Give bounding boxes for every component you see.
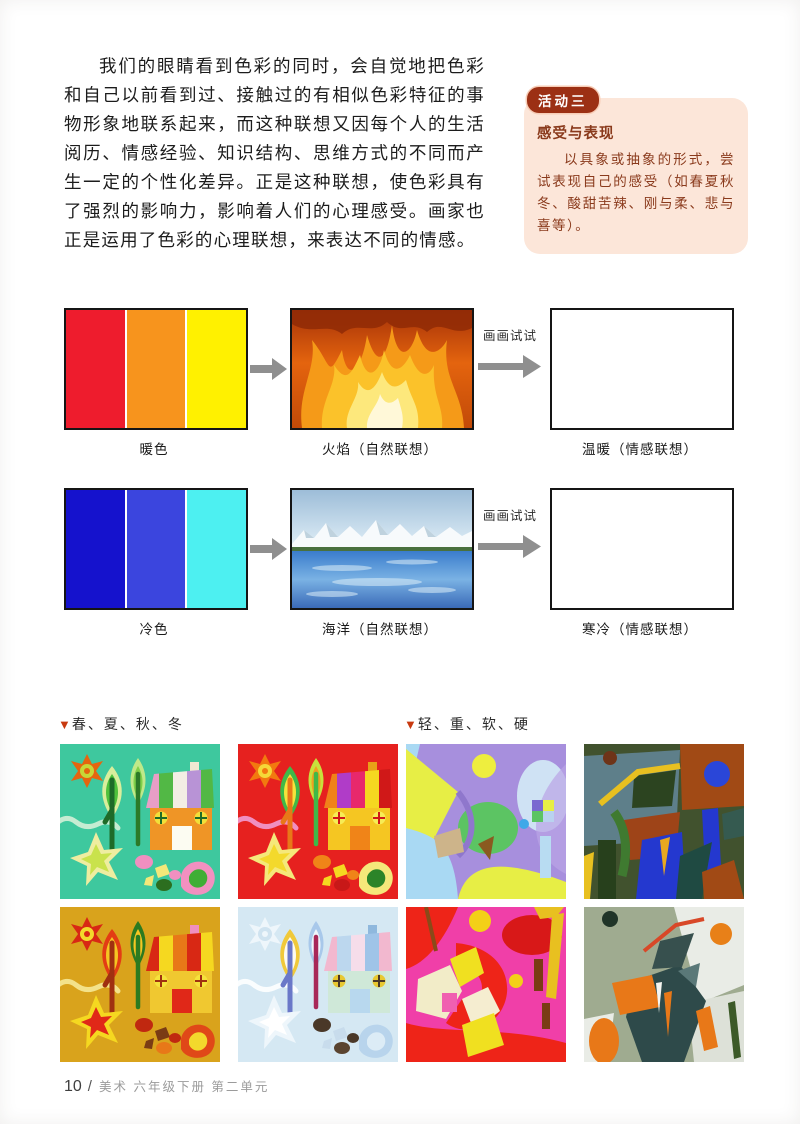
cool-swatch-deepblue: [66, 490, 125, 608]
warm-swatch-orange: [126, 310, 186, 428]
try-draw-prompt-cool: 画画试试: [477, 505, 543, 565]
try-draw-label: 画画试试: [482, 509, 537, 523]
warm-color-swatch: [64, 308, 248, 430]
drawing-area-warm: [550, 308, 734, 430]
triangle-marker-icon: ▼: [58, 717, 71, 732]
arrow-right-icon: [478, 355, 541, 378]
warm-swatch-caption: 暖色: [139, 442, 169, 457]
activity-title: 感受与表现: [537, 126, 615, 142]
arrow-right-icon: [250, 358, 287, 380]
cool-swatch-blue: [126, 490, 186, 608]
gallery-label-qualities: ▼轻、重、软、硬: [404, 716, 530, 732]
page-footer: 10 / 美术 六年级下册 第二单元: [64, 1076, 269, 1096]
gallery-label-seasons: ▼春、夏、秋、冬: [58, 716, 184, 732]
activity-badge: 活动三: [527, 87, 599, 113]
intro-paragraph: 我们的眼睛看到色彩的同时，会自觉地把色彩和自己以前看到过、接触过的有相似色彩特征…: [64, 56, 485, 251]
cool-result-caption: 寒冷（情感联想）: [582, 622, 698, 637]
cool-association-row: 画画试试 冷色 海洋（自然联想） 寒冷（情感联想）: [0, 488, 800, 656]
warm-swatch-yellow: [187, 310, 247, 428]
painting-light: [406, 744, 566, 899]
arrow-right-icon: [478, 535, 541, 558]
cool-swatch-caption: 冷色: [139, 622, 169, 637]
painting-heavy: [584, 744, 744, 899]
painting-spring: [60, 744, 220, 899]
drawing-area-cool: [550, 488, 734, 610]
warm-result-caption: 温暖（情感联想）: [582, 442, 698, 457]
activity-body: 以具象或抽象的形式，尝试表现自己的感受（如春夏秋冬、酸甜苦辣、刚与柔、悲与喜等）…: [537, 152, 735, 234]
try-draw-prompt-warm: 画画试试: [477, 325, 543, 385]
painting-summer: [238, 744, 398, 899]
page-number: 10: [64, 1078, 82, 1095]
try-draw-label: 画画试试: [482, 329, 537, 343]
cool-color-swatch: [64, 488, 248, 610]
cool-swatch-cyan: [187, 490, 247, 608]
flame-image: [290, 308, 474, 430]
painting-soft: [406, 907, 566, 1062]
activity-box: 活动三 感受与表现 以具象或抽象的形式，尝试表现自己的感受（如春夏秋冬、酸甜苦辣…: [524, 87, 748, 254]
painting-autumn: [60, 907, 220, 1062]
painting-hard: [584, 907, 744, 1062]
arrow-right-icon: [250, 538, 287, 560]
triangle-marker-icon: ▼: [404, 717, 417, 732]
ocean-image: [290, 488, 474, 610]
warm-swatch-red: [66, 310, 125, 428]
flame-caption: 火焰（自然联想）: [322, 442, 438, 457]
warm-association-row: 画画试试 暖色 火焰（自然联想） 温暖（情感联想）: [0, 308, 800, 476]
ocean-caption: 海洋（自然联想）: [322, 622, 438, 637]
painting-winter: [238, 907, 398, 1062]
book-title: 美术 六年级下册 第二单元: [98, 1080, 270, 1094]
footer-separator: /: [87, 1078, 92, 1095]
